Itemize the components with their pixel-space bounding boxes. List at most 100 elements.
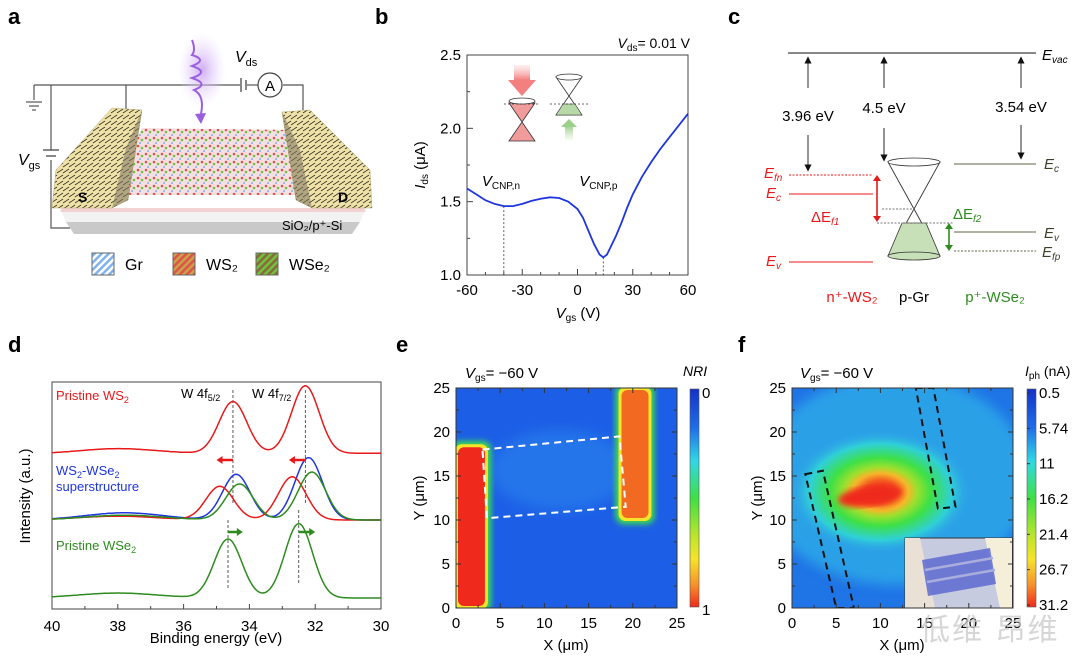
b-ylabel: Ids (μA) <box>412 141 431 189</box>
wse2-ev-label: Ev <box>1044 225 1060 244</box>
ground-icon <box>26 101 42 111</box>
ws2-efn-label: Efn <box>764 165 783 184</box>
nri-colorbar-label: NRI <box>683 363 707 379</box>
shift-arrowhead <box>216 456 223 464</box>
electrode-core <box>621 390 649 518</box>
delta-ef1-label: ΔEf1 <box>811 209 839 228</box>
legend-swatch-ws2 <box>172 252 196 276</box>
iph-heatmap <box>792 388 1013 608</box>
label-pristine-ws2: Pristine WS2 <box>56 388 129 405</box>
d-xtick-label: 40 <box>44 618 61 635</box>
f-ylabel: Y (μm) <box>749 475 766 520</box>
map-xtick-label: 25 <box>669 615 686 632</box>
map-xtick-label: 20 <box>960 615 977 632</box>
panel-f-photocurrent-map: 0 5 10 15 20 25 0 5 10 15 20 25 0.5 5.74 11 16.2 21.4 26… <box>749 363 1070 654</box>
map-xtick-label: 10 <box>872 615 889 632</box>
map-ytick-label: 25 <box>433 380 450 397</box>
b-ticks <box>466 54 689 276</box>
map-xtick-label: 5 <box>832 615 840 632</box>
ws2-levels: Efn Ec Ev ΔEf1 n⁺-WS₂ <box>764 165 878 306</box>
map-xtick-label: 0 <box>452 615 460 632</box>
b-ytick-label: 2.5 <box>440 47 461 64</box>
delta-ef1-arrowhead-top <box>873 175 881 181</box>
wse2-ec-label: Ec <box>1044 156 1059 175</box>
electrode-core <box>458 447 485 606</box>
map-ytick-label: 20 <box>433 424 450 441</box>
material-legend: Gr WS₂ WSe₂ <box>91 252 330 276</box>
nri-electrode-regions <box>456 388 655 608</box>
panel-c-band-diagram: Evac 3.96 eV 4.5 eV 3.54 eV Efn Ec Ev ΔE… <box>764 47 1068 306</box>
f-annotation-vgs: Vgs= −60 V <box>800 365 873 384</box>
d-peak-guides <box>227 390 306 590</box>
panel-label-c: c <box>728 4 740 29</box>
label-superstructure-line2: superstructure <box>56 479 139 494</box>
graphene-filled-states <box>887 222 941 257</box>
shift-arrowhead <box>309 528 316 536</box>
nri-colorbar <box>689 388 700 608</box>
panel-d-xps-spectra: 40 38 36 34 32 30 Binding energy (eV) Intensi… <box>17 381 390 647</box>
photon-arrowhead <box>195 113 206 124</box>
map-xtick-label: 5 <box>496 615 504 632</box>
wse2-affinity-label: 3.54 eV <box>995 99 1047 116</box>
ws2-ec-label: Ec <box>766 185 781 204</box>
xps-curve <box>51 471 381 521</box>
map-xtick-label: 20 <box>624 615 641 632</box>
b-xlabel: Vgs (V) <box>556 305 601 324</box>
plot-frame-b <box>466 54 689 276</box>
d-xtick-label: 36 <box>175 618 192 635</box>
panel-label-d: d <box>8 332 21 357</box>
map-ytick-label: 5 <box>442 556 450 573</box>
source-electrode-side <box>112 110 142 208</box>
channel-heterostructure <box>112 128 312 195</box>
gr-workfunction-label: 4.5 eV <box>862 100 905 117</box>
substrate-glow <box>60 208 366 212</box>
d-xtick-label: 38 <box>109 618 126 635</box>
delta-ef1-arrowhead-bottom <box>873 216 881 222</box>
map-xtick-label: 15 <box>916 615 933 632</box>
nri-heatmap <box>456 388 677 608</box>
delta-ef2-label: ΔEf2 <box>953 206 982 225</box>
f-xlabel: X (μm) <box>879 637 924 654</box>
inset-right-electrode <box>985 538 1012 608</box>
d-xtick-label: 30 <box>373 618 390 635</box>
up-arrow-head <box>561 119 577 127</box>
wse2-efp-label: Efp <box>1042 244 1061 263</box>
down-arrow-head <box>508 80 536 96</box>
b-annotation-vds: Vds= 0.01 V <box>618 35 691 54</box>
map-xtick-label: 15 <box>580 615 597 632</box>
gate-battery-icon <box>43 149 59 157</box>
map-ytick-label: 25 <box>769 380 786 397</box>
peak-label-w4f52: W 4f5/2 <box>181 386 220 403</box>
p-cone-top <box>555 73 583 81</box>
iph-colorbar-label: Iph (nA) <box>1025 363 1070 382</box>
ws2-affinity-label: 3.96 eV <box>782 108 834 125</box>
nri-colorbar-tick-1: 1 <box>702 602 710 619</box>
ws2-ev-label: Ev <box>766 253 782 272</box>
b-xtick-label: -60 <box>456 282 478 299</box>
d-shift-arrows <box>216 456 316 536</box>
flake-outline <box>481 435 627 520</box>
b-xtick-label: 0 <box>573 282 581 299</box>
delta-ef2-arrowhead-bottom <box>945 245 953 251</box>
e-ticks: 0 5 10 15 20 25 0 5 10 15 20 25 <box>433 380 685 632</box>
electrode-outline <box>804 469 855 608</box>
panel-label-b: b <box>375 4 388 29</box>
gr-material-label: p-Gr <box>899 289 929 306</box>
optical-micrograph-inset <box>904 537 1013 608</box>
inset-stripe-2 <box>926 568 996 584</box>
b-cnp-label: VCNP,p <box>579 173 618 192</box>
d-xtick-label: 32 <box>307 618 324 635</box>
b-xtick-label: 60 <box>680 282 697 299</box>
d-spectra <box>51 385 381 599</box>
drain-battery-icon <box>240 78 247 92</box>
iph-colorbar-tick-label: 0.5 <box>1039 385 1060 402</box>
iph-colorbar-tick-label: 21.4 <box>1039 526 1068 543</box>
inset-stripe-1 <box>924 556 994 572</box>
map-xtick-label: 0 <box>788 615 796 632</box>
iph-colorbar-ticks: 0.5 5.74 11 16.2 21.4 26.7 31.2 <box>1027 385 1068 614</box>
map-ytick-label: 0 <box>442 600 450 617</box>
map-ytick-label: 5 <box>778 556 786 573</box>
label-pristine-wse2: Pristine WSe2 <box>56 538 136 555</box>
